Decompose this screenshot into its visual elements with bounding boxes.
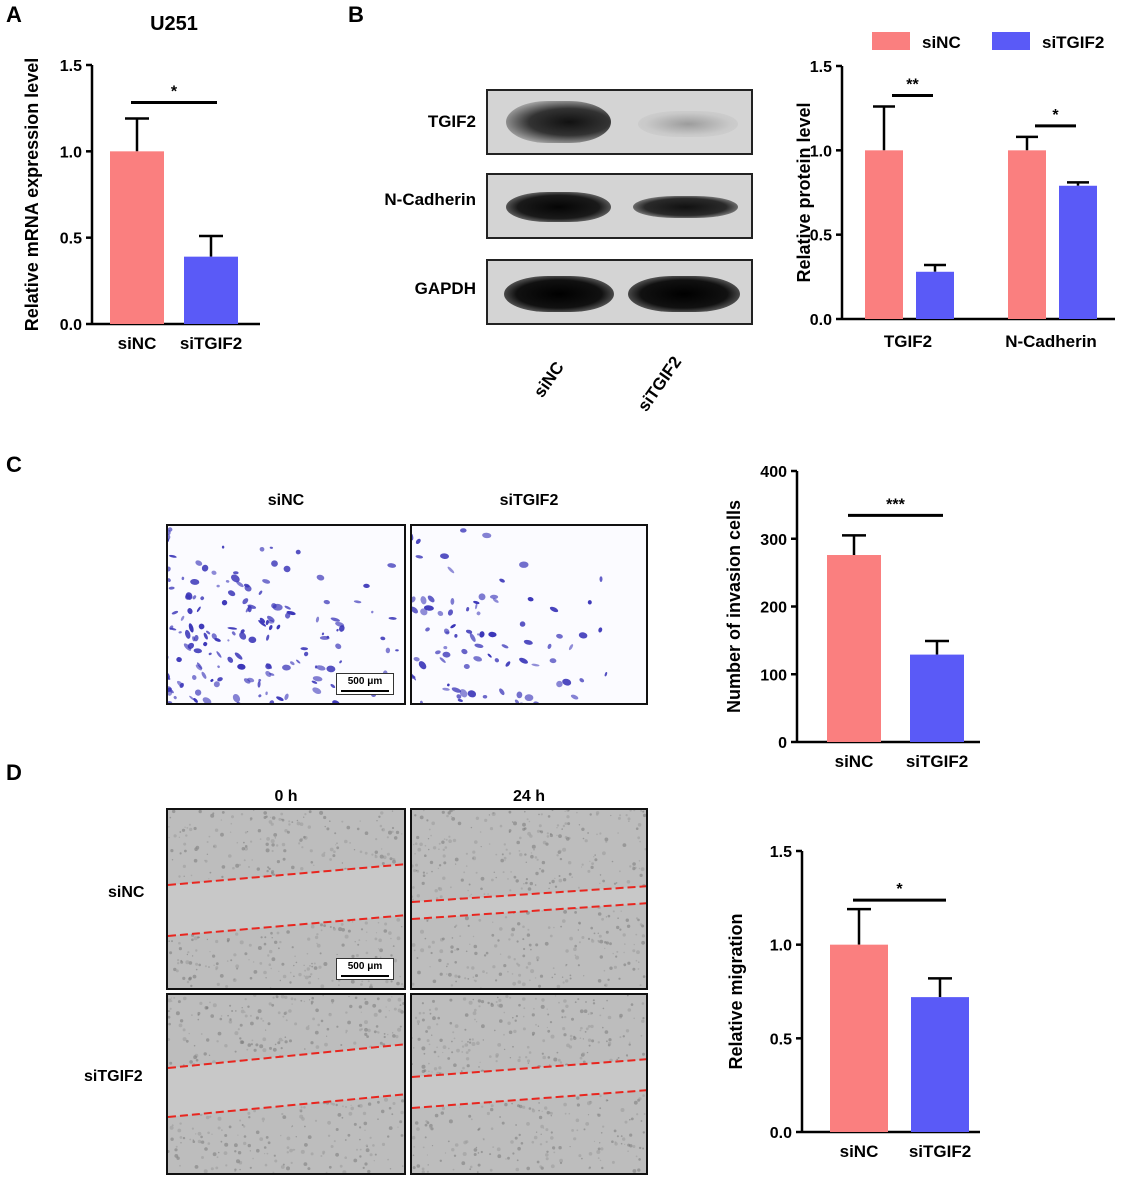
y-tick-label: 0.5 [60, 231, 82, 248]
x-tick-label: TGIF2 [884, 332, 932, 351]
bar-sitgif2 [911, 997, 969, 1132]
bar-sinc-n-cadherin [1008, 150, 1046, 319]
y-tick-label: 300 [760, 532, 787, 549]
bar-sinc [827, 555, 881, 742]
x-tick-label: siNC [840, 1142, 879, 1161]
y-tick-label: 0.0 [770, 1125, 792, 1142]
x-tick-label: siNC [835, 752, 874, 771]
stained-cells-texture [168, 527, 399, 703]
legend-label-sitgif2: siTGIF2 [1042, 33, 1104, 52]
y-tick-label: 1.5 [770, 844, 792, 861]
y-tick-label: 100 [760, 667, 787, 684]
lane-label-sitgif2: siTGIF2 [634, 352, 686, 415]
panel-letter-d: D [6, 760, 22, 785]
blot-label-gapdh: GAPDH [414, 279, 476, 298]
y-tick-label: 200 [760, 600, 787, 617]
y-tick-label: 1.5 [60, 58, 82, 75]
wound-image-sinc-24h [410, 808, 648, 990]
blot-label-tgif2: TGIF2 [427, 112, 476, 131]
wound-image-sinc-0h: 500 μm [166, 808, 406, 990]
bar-sinc [830, 944, 888, 1132]
invasion-image-sitgif2 [410, 524, 648, 705]
wound-image-sitgif2-0h [166, 993, 406, 1175]
y-tick-label: 0.5 [770, 1031, 792, 1048]
cell-monolayer-texture [412, 810, 646, 988]
y-tick-label: 0 [778, 735, 787, 752]
panel-letter-b: B [348, 2, 364, 27]
significance-marker: ** [906, 76, 919, 93]
bar-sitgif2 [184, 256, 238, 324]
y-tick-label: 1.0 [810, 143, 832, 160]
blot-label-ncadherin: N-Cadherin [384, 190, 476, 209]
invasion-label-sinc: siNC [267, 492, 305, 509]
legend-swatch-sitgif2 [992, 32, 1030, 50]
invasion-label-sitgif2: siTGIF2 [499, 492, 559, 509]
bar-sitgif2-n-cadherin [1059, 185, 1097, 319]
blot-row-tgif2 [486, 89, 753, 155]
bar-sinc [110, 151, 164, 324]
chart-b-protein: 0.0 0.5 1.0 1.5 Relative protein level TGIF2 *… [794, 32, 1115, 351]
chart-title: U251 [150, 13, 198, 35]
x-tick-label: siNC [118, 334, 157, 353]
y-tick-label: 400 [760, 464, 787, 481]
chart-d-migration: 0.0 0.5 1.0 1.5 Relative migration siNC siTGIF… [726, 844, 980, 1161]
scale-bar: 500 μm [336, 673, 394, 695]
wound-row-sinc: siNC [108, 884, 145, 901]
scale-bar-label: 500 μm [347, 676, 383, 687]
blot-row-ncadherin [486, 173, 753, 239]
stained-cells-texture [412, 528, 608, 703]
chart-c-invasion: 0 100 200 300 400 Number of invasion cells siN… [724, 464, 980, 771]
legend-swatch-sinc [872, 32, 910, 50]
y-axis-label: Relative mRNA expression level [22, 58, 42, 331]
significance-marker: *** [886, 496, 905, 513]
y-tick-label: 1.5 [810, 59, 832, 76]
y-axis-label: Relative migration [726, 913, 746, 1069]
scale-bar: 500 μm [336, 958, 394, 980]
wound-image-sitgif2-24h [410, 993, 648, 1175]
significance-marker: * [171, 84, 178, 101]
scale-bar-label: 500 μm [347, 961, 383, 972]
significance-marker: * [1052, 107, 1059, 124]
panel-letter-c: C [6, 452, 22, 477]
bar-sinc-tgif2 [865, 150, 903, 319]
legend-label-sinc: siNC [922, 33, 961, 52]
significance-marker: * [896, 881, 903, 898]
x-tick-label: N-Cadherin [1005, 332, 1097, 351]
invasion-image-sinc: 500 μm [166, 524, 406, 705]
y-axis-label: Relative protein level [794, 102, 814, 282]
lane-label-sinc: siNC [530, 358, 568, 401]
chart-a-mrna: 0.0 0.5 1.0 1.5 Relative mRNA expression lev… [22, 13, 260, 353]
x-tick-label: siTGIF2 [909, 1142, 971, 1161]
x-tick-label: siTGIF2 [180, 334, 242, 353]
y-tick-label: 1.0 [60, 144, 82, 161]
bar-sitgif2 [910, 654, 964, 742]
wound-col-0h: 0 h [274, 788, 298, 805]
bar-sitgif2-tgif2 [916, 271, 954, 319]
x-tick-label: siTGIF2 [906, 752, 968, 771]
wound-row-sitgif2: siTGIF2 [84, 1068, 143, 1085]
wound-col-24h: 24 h [512, 788, 545, 805]
y-axis-label: Number of invasion cells [724, 500, 744, 713]
y-tick-label: 0.5 [810, 228, 832, 245]
y-tick-label: 0.0 [60, 317, 82, 334]
y-tick-label: 0.0 [810, 312, 832, 329]
y-tick-label: 1.0 [770, 938, 792, 955]
blot-row-gapdh [486, 259, 753, 325]
panel-letter-a: A [6, 2, 22, 27]
